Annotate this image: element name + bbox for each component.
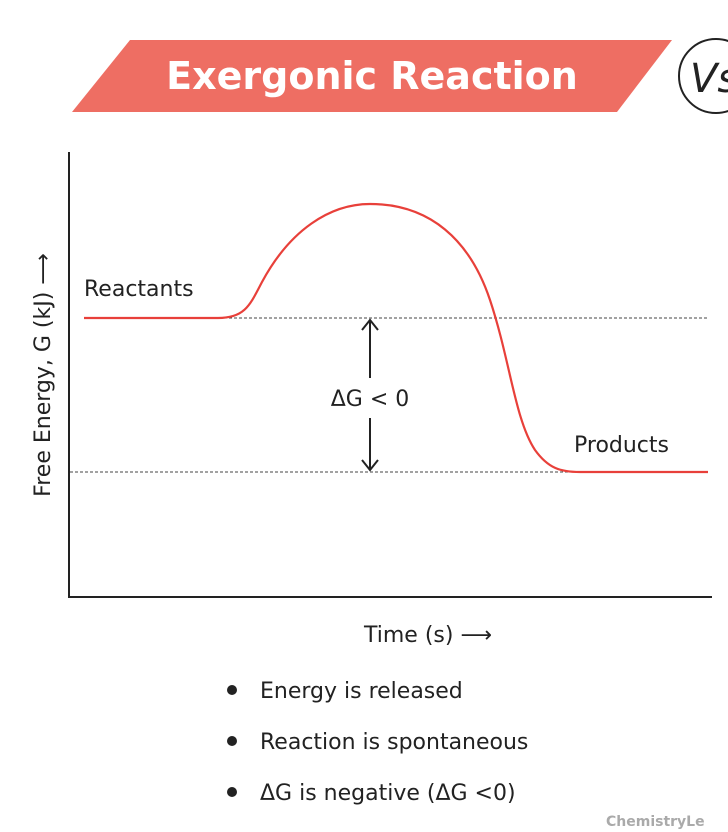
bullet-dot (227, 736, 237, 746)
title: Exergonic Reaction (166, 54, 578, 98)
vs-badge-circle (678, 38, 728, 114)
bullet-list: Energy is released Reaction is spontaneo… (227, 679, 528, 806)
delta-g-arrow (361, 318, 379, 472)
bullet-dot (227, 685, 237, 695)
title-banner (72, 40, 672, 112)
energy-curve (84, 202, 708, 474)
delta-g-label: ΔG < 0 (331, 387, 410, 412)
bullet-dot (227, 787, 237, 797)
bullet-item: ΔG is negative (ΔG <0) (260, 781, 516, 806)
x-axis-label: Time (s) ⟶ (363, 623, 492, 648)
reactants-label: Reactants (84, 277, 194, 302)
y-axis-label: Free Energy, G (kJ) ⟶ (31, 253, 56, 497)
watermark: ChemistryLe (606, 814, 705, 830)
bullet-item: Reaction is spontaneous (260, 730, 528, 755)
bullet-item: Energy is released (260, 679, 463, 704)
vs-badge: Vs (690, 56, 728, 102)
products-label: Products (574, 433, 669, 458)
